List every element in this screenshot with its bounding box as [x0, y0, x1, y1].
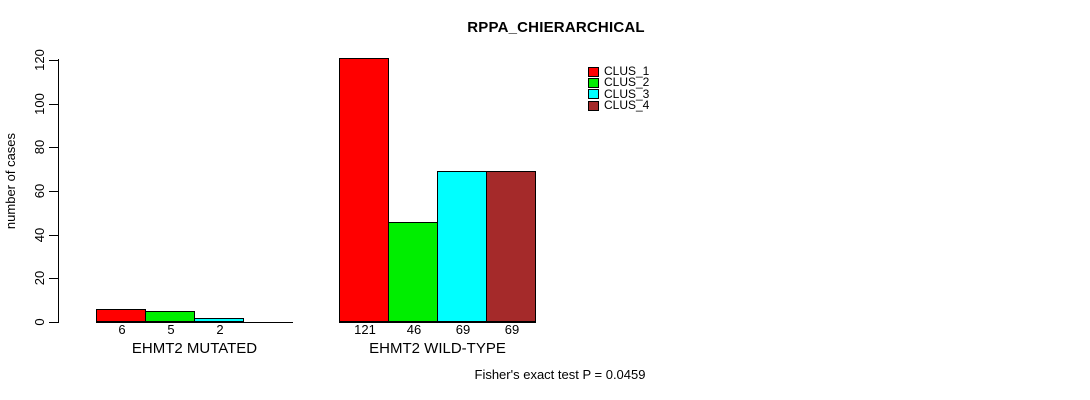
y-tick-mark [49, 104, 58, 105]
bar-clus_2 [145, 311, 195, 322]
y-tick-label: 80 [32, 139, 47, 155]
bar-value-label: 69 [504, 322, 520, 337]
bar-clus_3 [437, 171, 487, 322]
y-axis-line [58, 59, 59, 323]
fisher-test-annotation: Fisher's exact test P = 0.0459 [474, 367, 646, 382]
legend-item-clus_3: CLUS_3 [588, 86, 650, 101]
x-group-label: EHMT2 MUTATED [131, 340, 258, 357]
legend-item-clus_1: CLUS_1 [588, 64, 650, 79]
y-tick-mark [49, 278, 58, 279]
y-tick-mark [49, 235, 58, 236]
x-baseline [339, 322, 536, 323]
bar-value-label: 2 [216, 322, 224, 337]
y-tick-mark [49, 322, 58, 323]
bar-clus_2 [388, 222, 438, 322]
y-tick-label: 60 [32, 183, 47, 199]
legend-label: CLUS_2 [604, 75, 650, 90]
bar-value-label: 6 [118, 322, 126, 337]
x-group-label: EHMT2 WILD-TYPE [369, 340, 506, 357]
bar-value-label: 5 [167, 322, 175, 337]
legend: CLUS_1 CLUS_2 CLUS_3 CLUS_4 [588, 64, 650, 113]
x-baseline [96, 322, 293, 323]
legend-item-clus_2: CLUS_2 [588, 75, 650, 90]
bar-clus_4 [486, 171, 536, 322]
y-tick-mark [49, 147, 58, 148]
bar-value-label: 69 [455, 322, 471, 337]
y-tick-label: 20 [32, 270, 47, 286]
y-tick-mark [49, 60, 58, 61]
chart-title: RPPA_CHIERARCHICAL [467, 19, 645, 36]
legend-swatch-icon [588, 100, 599, 111]
y-tick-label: 40 [32, 227, 47, 243]
y-tick-label: 120 [32, 49, 47, 71]
y-tick-mark [49, 191, 58, 192]
bar-value-label: 46 [406, 322, 422, 337]
legend-swatch-icon [588, 77, 599, 88]
y-tick-label: 100 [32, 93, 47, 115]
legend-swatch-icon [588, 66, 599, 77]
bar-clus_1 [339, 58, 389, 322]
y-tick-label: 0 [32, 318, 47, 326]
legend-swatch-icon [588, 89, 599, 100]
legend-label: CLUS_3 [604, 86, 650, 101]
legend-item-clus_4: CLUS_4 [588, 98, 650, 113]
legend-label: CLUS_1 [604, 64, 650, 79]
bar-clus_1 [96, 309, 146, 322]
legend-label: CLUS_4 [604, 98, 650, 113]
bar-value-label: 121 [354, 322, 376, 337]
bar-clus_3 [194, 318, 244, 322]
